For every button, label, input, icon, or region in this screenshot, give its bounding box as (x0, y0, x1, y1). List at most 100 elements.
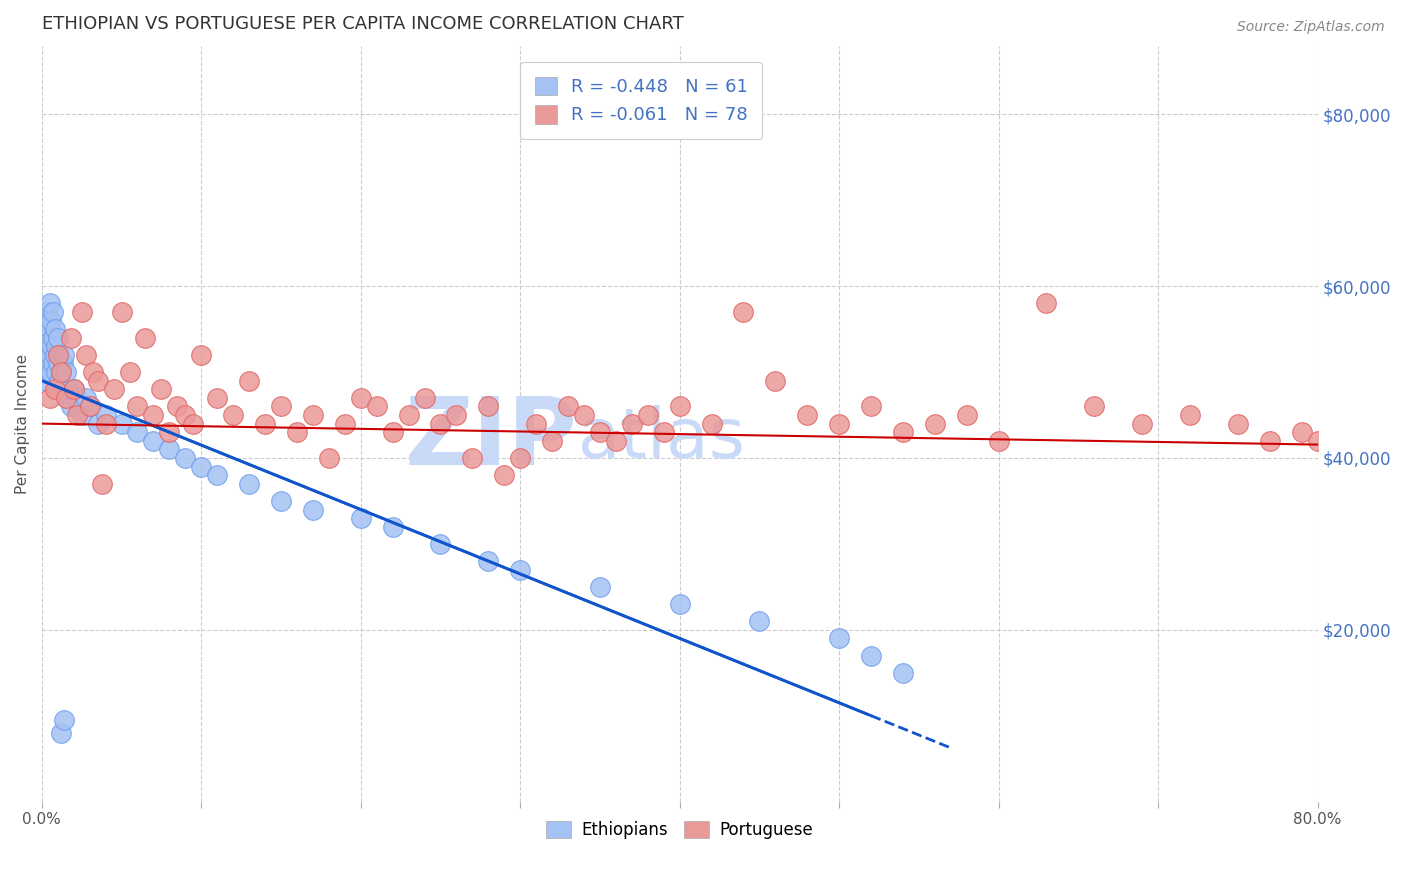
Text: atlas: atlas (578, 405, 745, 472)
Point (589, 580, 612, 594)
Point (45, 339, 67, 353)
Point (110, 305, 132, 319)
Point (166, 400, 188, 414)
Point (238, 374, 260, 388)
Point (41, 365, 63, 379)
Point (53, 713, 76, 727)
Point (49, 726, 72, 740)
Point (1258, 434, 1281, 448)
Point (429, 417, 451, 431)
Point (55, 365, 77, 379)
Point (157, 425, 180, 440)
Point (366, 400, 388, 414)
Point (637, 408, 659, 422)
Point (103, 382, 125, 396)
Point (1083, 400, 1105, 414)
Point (605, 434, 627, 448)
Point (142, 408, 165, 422)
Point (763, 374, 786, 388)
Point (350, 511, 373, 525)
Point (509, 563, 531, 577)
Point (1291, 425, 1313, 440)
Point (94, 417, 117, 431)
Point (62, 382, 84, 396)
Point (828, 632, 851, 646)
Point (557, 400, 579, 414)
Point (134, 331, 156, 345)
Point (1130, 417, 1153, 431)
Point (477, 554, 499, 568)
Point (350, 391, 373, 405)
Point (302, 502, 325, 516)
Point (142, 434, 165, 448)
Point (110, 417, 132, 431)
Point (56, 391, 79, 405)
Point (48, 348, 70, 362)
Point (987, 434, 1010, 448)
Point (398, 408, 420, 422)
Point (70, 305, 93, 319)
Point (34, 374, 56, 388)
Point (620, 417, 643, 431)
Legend: Ethiopians, Portuguese: Ethiopians, Portuguese (540, 814, 820, 847)
Point (1339, 417, 1361, 431)
Point (66, 391, 89, 405)
Point (79, 400, 101, 414)
Point (381, 519, 404, 533)
Point (270, 400, 292, 414)
Point (53, 348, 76, 362)
Point (150, 382, 173, 396)
Point (254, 417, 277, 431)
Point (190, 459, 212, 474)
Text: ETHIOPIAN VS PORTUGUESE PER CAPITA INCOME CORRELATION CHART: ETHIOPIAN VS PORTUGUESE PER CAPITA INCOM… (42, 15, 683, 33)
Point (51, 357, 73, 371)
Point (668, 400, 690, 414)
Point (509, 450, 531, 465)
Point (38, 348, 60, 362)
Point (733, 305, 755, 319)
Point (524, 417, 547, 431)
Point (42, 331, 65, 345)
Point (333, 417, 356, 431)
Point (668, 597, 690, 611)
Point (748, 614, 770, 628)
Point (446, 408, 468, 422)
Point (956, 408, 979, 422)
Point (174, 450, 197, 465)
Point (94, 408, 117, 422)
Point (46, 331, 69, 345)
Point (318, 450, 340, 465)
Y-axis label: Per Capita Income: Per Capita Income (15, 353, 30, 493)
Point (38, 391, 60, 405)
Point (1306, 434, 1329, 448)
Point (205, 391, 228, 405)
Point (32, 348, 55, 362)
Point (541, 434, 564, 448)
Point (1226, 417, 1249, 431)
Point (477, 400, 499, 414)
Point (46, 357, 69, 371)
Point (828, 417, 851, 431)
Point (49, 365, 72, 379)
Point (49, 365, 72, 379)
Point (181, 417, 204, 431)
Point (494, 468, 516, 483)
Point (205, 468, 228, 483)
Point (285, 425, 308, 440)
Point (37, 313, 59, 327)
Point (45, 365, 67, 379)
Point (66, 408, 89, 422)
Point (127, 425, 149, 440)
Point (174, 408, 197, 422)
Point (1178, 408, 1201, 422)
Point (42, 305, 65, 319)
Point (222, 408, 245, 422)
Point (589, 425, 612, 440)
Point (38, 322, 60, 336)
Point (1322, 305, 1344, 319)
Point (859, 400, 882, 414)
Point (190, 348, 212, 362)
Point (924, 417, 946, 431)
Point (59, 400, 82, 414)
Point (381, 425, 404, 440)
